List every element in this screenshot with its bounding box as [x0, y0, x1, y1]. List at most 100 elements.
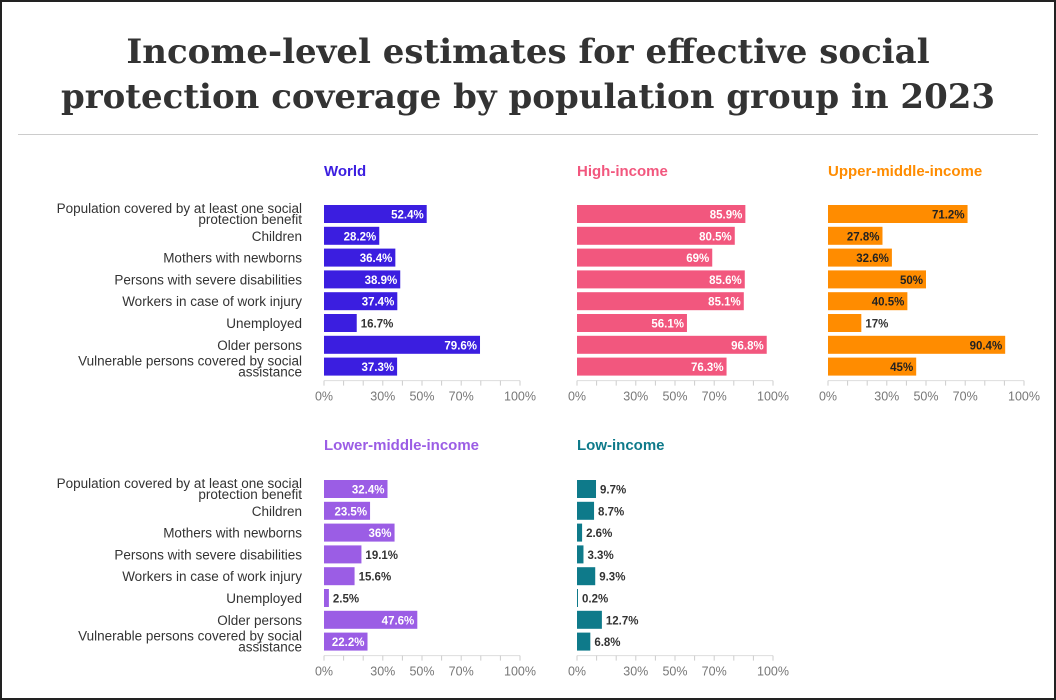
bar: [324, 610, 418, 629]
data-label: 96.8%: [731, 340, 764, 352]
bar: [577, 270, 745, 289]
category-label: Persons with severe disabilities: [114, 547, 302, 562]
bar: [828, 248, 892, 267]
x-tick-label: 100%: [1008, 390, 1040, 404]
bar: [577, 567, 596, 586]
data-label: 36%: [369, 528, 392, 540]
x-tick-label: 30%: [874, 390, 899, 404]
data-label: 69%: [686, 253, 709, 265]
x-tick-label: 70%: [702, 390, 727, 404]
bar: [828, 335, 1006, 354]
bar: [577, 501, 595, 520]
bar: [828, 292, 908, 311]
bar: [324, 248, 396, 267]
bar: [577, 292, 744, 311]
data-label: 40.5%: [872, 297, 905, 309]
bar: [324, 270, 401, 289]
x-tick-label: 0%: [568, 390, 586, 404]
x-tick-label: 100%: [504, 390, 536, 404]
x-tick-label: 100%: [757, 390, 789, 404]
x-tick-label: 50%: [409, 390, 434, 404]
data-label: 8.7%: [598, 506, 624, 518]
category-label: Workers in case of work injury: [122, 569, 302, 584]
bar: [324, 357, 398, 376]
data-label: 0.2%: [582, 594, 608, 606]
x-tick-label: 50%: [409, 665, 434, 679]
data-label: 45%: [890, 362, 913, 374]
chart-title: Income-level estimates for effective soc…: [2, 30, 1054, 120]
x-tick-label: 50%: [662, 390, 687, 404]
bar: [828, 226, 883, 245]
bar: [324, 523, 395, 542]
panel-title: Lower-middle-income: [324, 437, 479, 454]
bar: [828, 270, 926, 289]
category-label: Population covered by at least one socia…: [57, 476, 302, 491]
bar: [828, 357, 917, 376]
x-tick-label: 30%: [623, 390, 648, 404]
bar: [324, 632, 368, 651]
data-label: 37.3%: [361, 362, 394, 374]
data-label: 16.7%: [361, 319, 394, 331]
panel-title: World: [324, 163, 366, 180]
data-label: 23.5%: [334, 506, 367, 518]
data-label: 9.7%: [600, 485, 626, 497]
bar: [577, 523, 583, 542]
x-tick-label: 30%: [370, 665, 395, 679]
bar: [324, 567, 355, 586]
bar: [577, 357, 727, 376]
bar: [577, 248, 713, 267]
data-label: 38.9%: [365, 275, 398, 287]
category-label: protection benefit: [198, 212, 302, 227]
category-label: Children: [252, 504, 302, 519]
data-label: 71.2%: [932, 210, 965, 222]
data-label: 17%: [865, 319, 888, 331]
x-tick-label: 30%: [623, 665, 648, 679]
data-label: 15.6%: [359, 572, 392, 584]
x-tick-label: 100%: [757, 665, 789, 679]
category-label: Vulnerable persons covered by social: [78, 629, 302, 644]
category-label: assistance: [238, 365, 302, 380]
data-label: 27.8%: [847, 231, 880, 243]
data-label: 3.3%: [587, 550, 613, 562]
x-tick-label: 0%: [315, 665, 333, 679]
bar: [324, 226, 380, 245]
data-label: 80.5%: [699, 231, 732, 243]
data-label: 79.6%: [444, 340, 477, 352]
data-label: 85.1%: [708, 297, 741, 309]
category-label: Population covered by at least one socia…: [57, 201, 302, 216]
category-label: Persons with severe disabilities: [114, 272, 302, 287]
category-label: Children: [252, 229, 302, 244]
x-tick-label: 50%: [913, 390, 938, 404]
data-label: 52.4%: [391, 210, 424, 222]
x-tick-label: 70%: [702, 665, 727, 679]
data-label: 2.6%: [586, 528, 612, 540]
data-label: 85.6%: [709, 275, 742, 287]
x-tick-label: 70%: [449, 390, 474, 404]
data-label: 50%: [900, 275, 923, 287]
bar: [577, 335, 767, 354]
title-line-1: Income-level estimates for effective soc…: [126, 32, 930, 72]
category-label: Mothers with newborns: [163, 251, 302, 266]
data-label: 32.4%: [352, 485, 385, 497]
bar: [577, 480, 597, 498]
bar: [828, 314, 862, 332]
x-tick-label: 0%: [568, 665, 586, 679]
bar: [577, 205, 746, 223]
bar: [324, 589, 329, 607]
category-label: Unemployed: [226, 316, 302, 331]
data-label: 22.2%: [332, 637, 365, 649]
x-tick-label: 70%: [953, 390, 978, 404]
bar: [577, 589, 578, 607]
x-tick-label: 0%: [315, 390, 333, 404]
bar: [577, 610, 602, 629]
bar: [577, 632, 591, 651]
panel-title: Low-income: [577, 437, 665, 454]
data-label: 6.8%: [594, 637, 620, 649]
bar: [324, 292, 398, 311]
bar: [577, 226, 735, 245]
bar: [577, 314, 687, 332]
bar: [324, 314, 357, 332]
bar: [324, 545, 362, 564]
data-label: 37.4%: [362, 297, 395, 309]
